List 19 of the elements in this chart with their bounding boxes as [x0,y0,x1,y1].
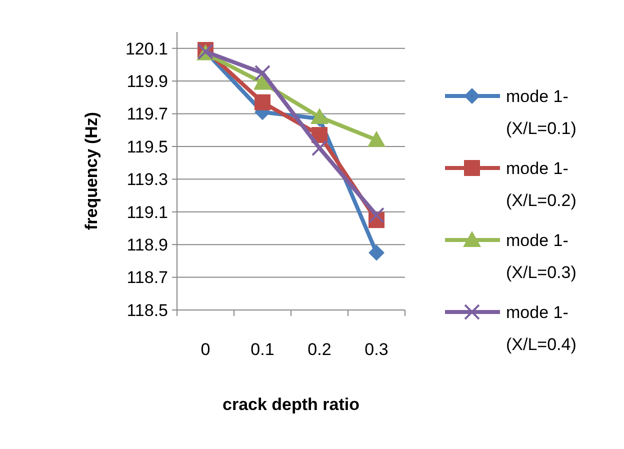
legend-label: mode 1-(X/L=0.1) [506,87,576,138]
legend-label: mode 1-(X/L=0.3) [506,231,576,282]
x-tick-label: 0 [200,340,210,359]
legend-label: mode 1-(X/L=0.2) [506,159,576,210]
y-tick-label: 119.3 [126,170,168,190]
y-tick-label: 118.7 [126,268,168,288]
x-axis-title: crack depth ratio [222,395,360,414]
y-tick-label: 119.7 [126,104,168,124]
legend-label: mode 1-(X/L=0.4) [506,303,576,354]
y-tick-label: 118.9 [126,236,168,255]
x-tick-label: 0.2 [308,340,332,359]
x-tick-label: 0.1 [250,340,274,359]
x-tick-label: 0.3 [364,340,388,359]
y-tick-label: 118.5 [126,300,168,320]
y-tick-label: 120.1 [125,39,168,58]
y-tick-label: 119.5 [126,137,168,156]
y-tick-label: 119.1 [126,202,168,222]
y-axis-title: frequency (Hz) [82,112,101,230]
y-tick-label: 119.9 [126,72,168,92]
